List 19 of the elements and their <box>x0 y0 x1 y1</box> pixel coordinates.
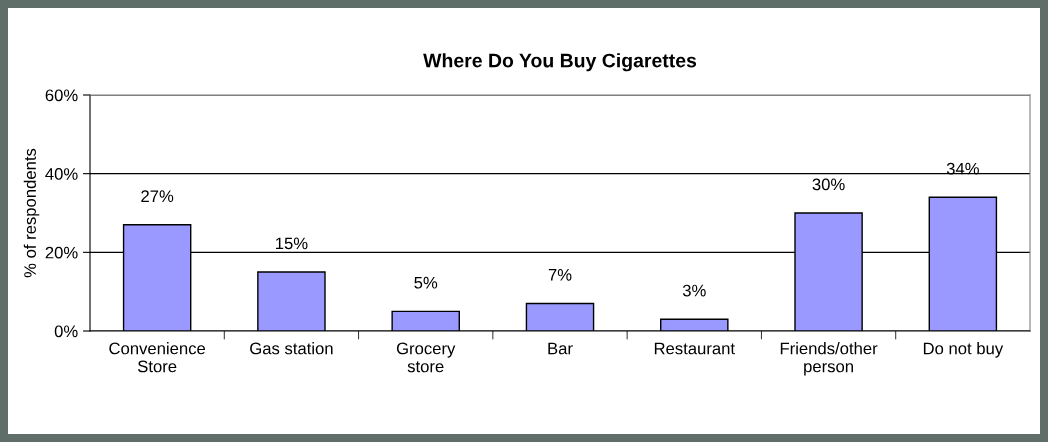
data-label: 15% <box>276 237 308 250</box>
y-tick-label: 40% <box>45 168 78 180</box>
x-tick-label: Friends/other person <box>780 342 878 376</box>
data-label: 30% <box>812 178 845 191</box>
chart-title: Where Do You Buy Cigarettes <box>423 53 697 72</box>
x-tick-label: Gas station <box>250 342 333 355</box>
data-label: 3% <box>682 284 706 297</box>
x-tick-label: Restaurant <box>654 342 735 355</box>
x-tick-label: Do not buy <box>923 342 1004 358</box>
x-tick-label: Grocery store <box>396 342 456 373</box>
y-tick-label: 20% <box>45 246 78 259</box>
data-label: 5% <box>414 276 438 289</box>
data-label: 27% <box>141 190 174 202</box>
y-axis-title: % of respondents <box>23 148 40 278</box>
y-tick-label: 60% <box>45 89 78 102</box>
x-tick-label: Convenience Store <box>109 342 206 373</box>
x-tick-label: Bar <box>548 342 573 355</box>
data-label: 7% <box>548 269 572 281</box>
y-tick-label: 0% <box>54 325 78 338</box>
